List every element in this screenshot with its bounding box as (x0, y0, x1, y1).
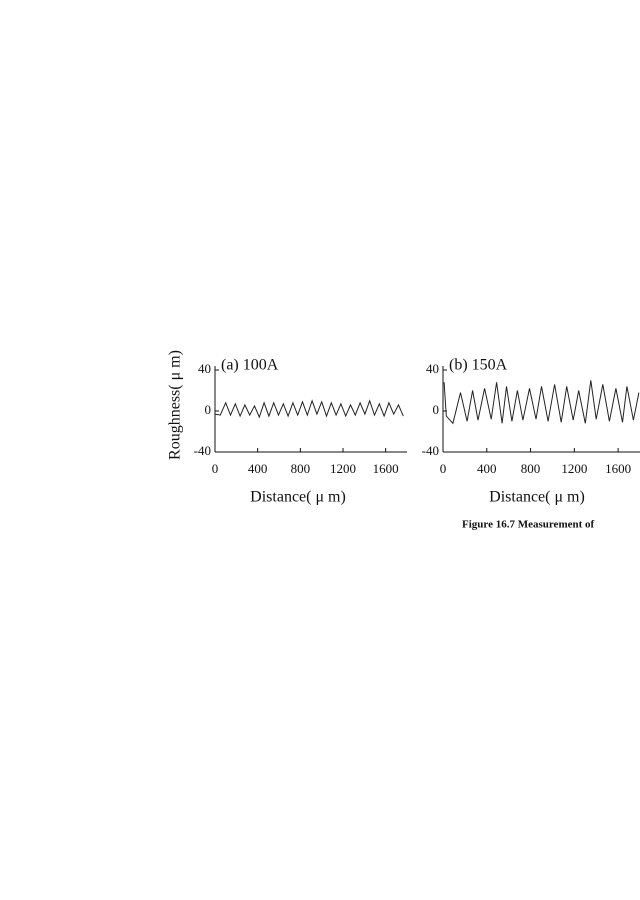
x-axis-label: Distance( μ m) (489, 489, 585, 506)
y-tick-label: 40 (426, 361, 439, 376)
x-tick-label: 800 (291, 461, 311, 476)
x-tick-label: 0 (212, 461, 219, 476)
line-series (214, 399, 404, 419)
x-tick-label: 800 (521, 461, 541, 476)
x-tick-label: 1600 (605, 461, 631, 476)
x-tick-label: 400 (477, 461, 497, 476)
line-series (443, 380, 640, 425)
y-tick-label: 40 (198, 361, 211, 376)
x-tick-label: 1200 (561, 461, 587, 476)
y-tick-label: 0 (433, 402, 440, 417)
caption: Figure 16.7 Measurement of (462, 519, 595, 531)
x-tick-label: 0 (440, 461, 447, 476)
chart-title: (a) 100A (221, 357, 279, 374)
x-axis-label: Distance( μ m) (250, 489, 346, 506)
y-tick-label: 0 (205, 402, 212, 417)
y-tick-label: -40 (194, 443, 211, 458)
y-tick-label: -40 (422, 443, 439, 458)
x-tick-label: 1600 (373, 461, 399, 476)
x-tick-label: 1200 (330, 461, 356, 476)
x-tick-label: 400 (248, 461, 268, 476)
chart-title: (b) 150A (449, 357, 508, 374)
y-axis-label: Roughness( μ m) (167, 350, 184, 460)
